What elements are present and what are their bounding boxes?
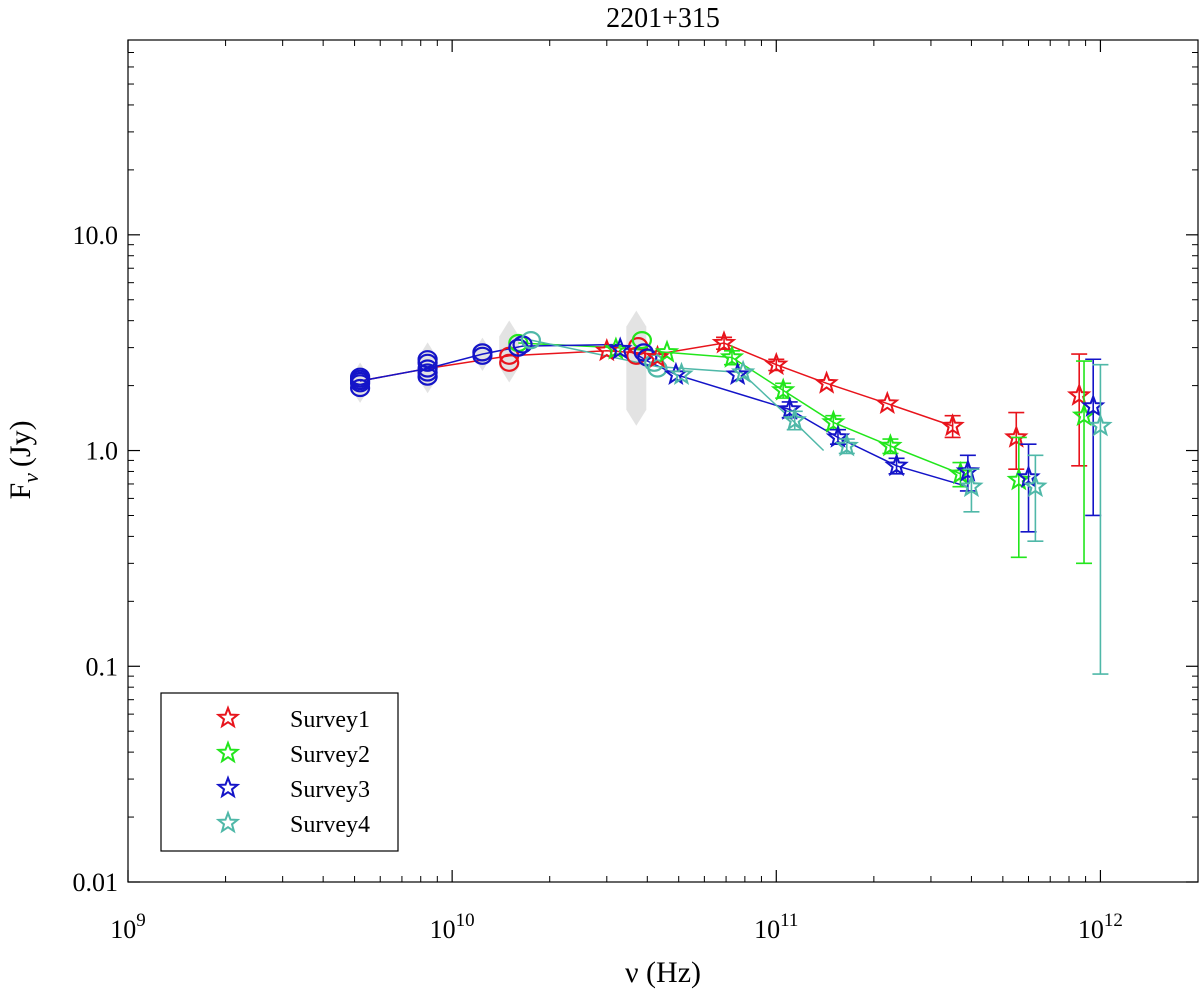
star-point bbox=[770, 377, 796, 401]
star-point bbox=[875, 390, 900, 415]
y-tick-label: 10.0 bbox=[73, 221, 119, 250]
x-tick-label: 1010 bbox=[430, 910, 475, 944]
star-point bbox=[777, 396, 802, 420]
legend-label: Survey4 bbox=[290, 812, 370, 838]
star-point bbox=[821, 409, 846, 433]
plot-frame bbox=[127, 39, 1199, 883]
legend-marker bbox=[215, 740, 241, 764]
legend-marker bbox=[215, 810, 241, 834]
circle-point bbox=[472, 343, 493, 362]
star-point bbox=[825, 424, 851, 448]
star-point bbox=[955, 458, 981, 482]
star-point bbox=[669, 361, 694, 386]
circle-point bbox=[631, 331, 653, 350]
circle-point bbox=[499, 353, 520, 372]
circle-point bbox=[417, 359, 438, 378]
star-point bbox=[645, 344, 670, 368]
circle-point bbox=[350, 378, 371, 398]
star-point bbox=[1004, 424, 1029, 448]
star-point bbox=[782, 407, 807, 431]
y-tick-label: 1.0 bbox=[86, 437, 119, 466]
series-line bbox=[530, 339, 825, 452]
series-line bbox=[359, 342, 953, 427]
circle-point bbox=[647, 359, 668, 378]
circle-point bbox=[637, 348, 658, 367]
legend-label: Survey3 bbox=[290, 777, 370, 803]
range-band bbox=[626, 310, 647, 426]
star-point bbox=[940, 413, 965, 437]
star-point bbox=[878, 433, 903, 457]
legend: Survey1 Survey2 Survey3 Survey4 bbox=[160, 692, 399, 852]
series-line bbox=[359, 343, 969, 488]
legend-label: Survey1 bbox=[290, 707, 370, 733]
x-tick-label: 1011 bbox=[754, 910, 798, 944]
star-point bbox=[884, 452, 909, 477]
y-axis-label: Fν (Jy) bbox=[4, 420, 43, 499]
chart-title: 2201+315 bbox=[606, 3, 720, 34]
star-point bbox=[711, 330, 737, 354]
star-point bbox=[719, 344, 745, 368]
star-point bbox=[1006, 467, 1032, 491]
circle-point bbox=[417, 350, 438, 369]
circle-point bbox=[350, 367, 371, 386]
star-point bbox=[730, 359, 756, 383]
axis-ticks: 109 1010 1011 1012 0.01 0.1 1.0 10.0 bbox=[73, 40, 1198, 944]
y-axis-label-sub: ν bbox=[18, 473, 43, 483]
x-axis-label: ν (Hz) bbox=[625, 956, 701, 989]
x-tick-label: 1012 bbox=[1078, 910, 1123, 944]
star-point bbox=[814, 370, 839, 394]
legend-marker bbox=[215, 775, 241, 799]
legend-box bbox=[160, 692, 399, 852]
circle-point bbox=[417, 367, 438, 386]
legend-marker bbox=[215, 705, 241, 729]
y-axis-label-main: F bbox=[4, 483, 37, 500]
star-point bbox=[1023, 473, 1048, 498]
y-tick-label: 0.1 bbox=[86, 652, 119, 681]
legend-label: Survey2 bbox=[290, 742, 370, 768]
star-point bbox=[1066, 382, 1092, 406]
star-point bbox=[607, 336, 633, 360]
star-point bbox=[764, 351, 789, 376]
circle-point bbox=[520, 331, 542, 350]
star-point bbox=[834, 433, 860, 457]
y-axis-label-unit: (Jy) bbox=[4, 420, 37, 467]
y-tick-label: 0.01 bbox=[73, 868, 119, 897]
x-tick-label: 109 bbox=[110, 910, 146, 944]
star-point bbox=[959, 473, 984, 498]
star-point bbox=[1088, 413, 1113, 437]
plot-area bbox=[350, 310, 1113, 675]
star-point bbox=[654, 339, 680, 363]
svg-text:Fν(Jy): Fν (Jy) bbox=[4, 420, 43, 499]
